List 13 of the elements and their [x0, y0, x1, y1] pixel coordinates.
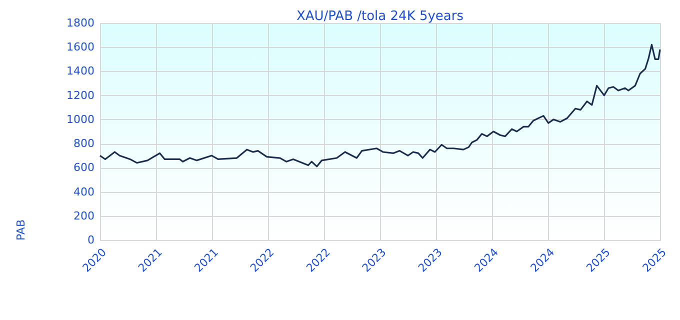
y-tick-label: 1400: [66, 64, 94, 78]
y-tick-label: 1000: [66, 112, 94, 126]
y-tick-label: 600: [74, 161, 94, 174]
y-tick-label: 1600: [66, 40, 94, 54]
line-series: [99, 44, 661, 168]
y-axis-title: PAB: [14, 219, 28, 240]
y-tick-label: 1200: [66, 88, 94, 102]
y-tick-label: 800: [74, 137, 94, 150]
chart-title: XAU/PAB /tola 24K 5years: [296, 9, 464, 24]
y-tick-label: 400: [74, 185, 94, 198]
y-tick-label: 200: [74, 209, 94, 222]
y-tick-label: 1800: [66, 16, 94, 30]
y-tick-label: 0: [88, 234, 94, 246]
